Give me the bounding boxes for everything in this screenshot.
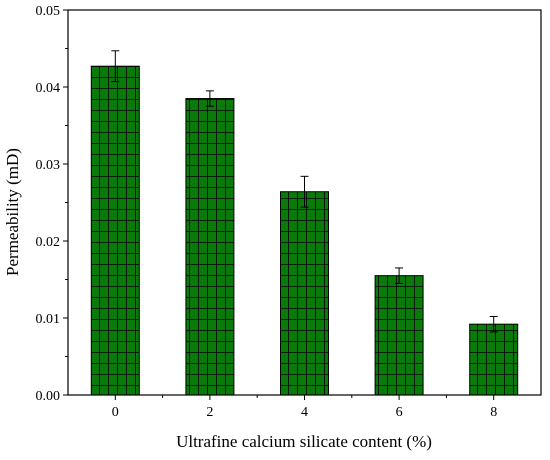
error-bar-6 xyxy=(395,267,404,284)
error-bar-0 xyxy=(111,50,120,83)
y-tick-label: 0.05 xyxy=(36,4,61,19)
y-tick-label: 0.01 xyxy=(36,312,61,327)
x-axis-title: Ultrafine calcium silicate content (%) xyxy=(176,432,432,451)
bar-hatch-4 xyxy=(280,191,329,396)
x-tick-label: 4 xyxy=(301,405,308,420)
error-bar-4 xyxy=(300,175,309,208)
bars-group xyxy=(90,50,519,396)
bar-hatch-6 xyxy=(374,275,424,396)
bar-hatch-2 xyxy=(185,98,235,396)
y-tick-label: 0.03 xyxy=(36,158,61,173)
bar-hatch-8 xyxy=(469,323,519,396)
error-bar-2 xyxy=(205,90,214,107)
x-tick-label: 8 xyxy=(490,405,497,420)
x-tick-label: 0 xyxy=(112,405,119,420)
x-tick-label: 6 xyxy=(396,405,403,420)
axes-group: 0.00 0.01 0.02 0.03 0.04 0.05 0 2 4 6 8 xyxy=(36,4,542,420)
x-tick-label: 2 xyxy=(206,405,213,420)
error-bar-8 xyxy=(489,315,498,333)
y-tick-label: 0.04 xyxy=(36,81,61,96)
y-tick-label: 0.02 xyxy=(36,235,61,250)
y-axis-title: Permeability (mD) xyxy=(3,148,22,276)
bar-hatch-0 xyxy=(90,65,140,396)
y-tick-label: 0.00 xyxy=(36,389,61,404)
